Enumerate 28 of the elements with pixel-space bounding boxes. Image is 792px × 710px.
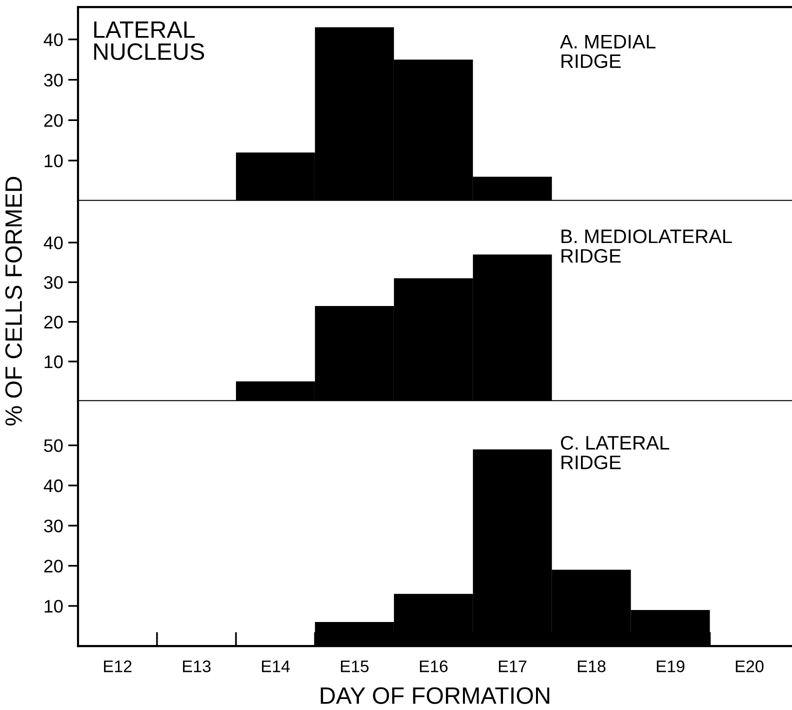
text: C. LATERAL RIDGE <box>560 436 670 470</box>
y-tick-label: 10 <box>44 600 63 613</box>
y-axis-title: % OF CELLS FORMED <box>5 176 22 426</box>
x-tick-label: E17 <box>498 660 526 672</box>
y-tick-label: 40 <box>44 33 63 46</box>
x-tick-label: E20 <box>736 660 764 672</box>
x-axis-title: DAY OF FORMATION <box>320 687 550 704</box>
x-tick-label: E19 <box>656 660 684 672</box>
x-tick-label: E13 <box>183 660 211 672</box>
y-tick-label: 20 <box>44 114 63 127</box>
y-tick-label: 10 <box>44 355 63 368</box>
text: A. MEDIAL RIDGE <box>560 34 656 68</box>
y-tick-label: 30 <box>44 520 63 532</box>
y-tick-label: 20 <box>44 560 63 573</box>
x-tick-label: E18 <box>578 660 606 672</box>
text: B. MEDIOLATERAL RIDGE <box>562 229 732 263</box>
annotation: LATERAL NUCLEUS <box>94 22 204 60</box>
x-tick-label: E15 <box>340 660 369 672</box>
y-tick-label: 20 <box>44 316 63 329</box>
y-tick-label: 40 <box>44 479 63 492</box>
x-tick-label: E14 <box>262 660 290 672</box>
y-tick-label: 30 <box>44 74 63 87</box>
x-tick-label: E12 <box>104 660 132 672</box>
y-tick-label: 30 <box>44 276 63 289</box>
y-tick-label: 50 <box>44 439 63 452</box>
x-tick-label: E16 <box>420 660 448 672</box>
y-tick-label: 10 <box>44 154 63 168</box>
y-tick-label: 40 <box>44 236 63 250</box>
